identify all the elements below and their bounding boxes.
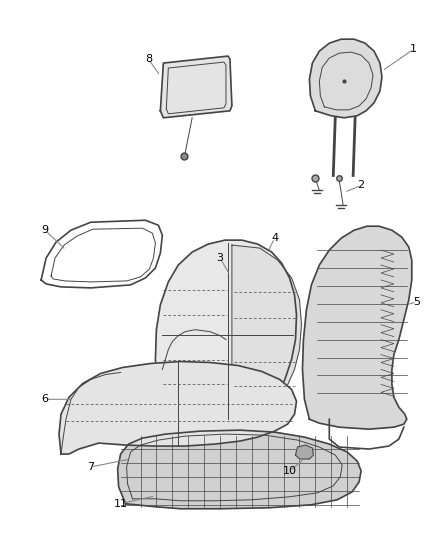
Text: 2: 2 (357, 181, 365, 190)
Polygon shape (296, 445, 314, 459)
Text: 11: 11 (113, 499, 127, 509)
Polygon shape (232, 245, 301, 419)
Polygon shape (118, 430, 361, 508)
Text: 8: 8 (145, 54, 152, 64)
Text: 1: 1 (410, 44, 417, 54)
Text: 5: 5 (413, 297, 420, 307)
Polygon shape (160, 56, 232, 118)
Polygon shape (303, 226, 412, 429)
Polygon shape (59, 361, 297, 454)
Text: 6: 6 (42, 394, 49, 405)
Text: 7: 7 (87, 462, 94, 472)
Text: 9: 9 (42, 225, 49, 235)
Polygon shape (309, 39, 382, 118)
Text: 3: 3 (216, 253, 223, 263)
Text: 4: 4 (271, 233, 278, 243)
Polygon shape (155, 240, 297, 421)
Text: 10: 10 (283, 466, 297, 476)
